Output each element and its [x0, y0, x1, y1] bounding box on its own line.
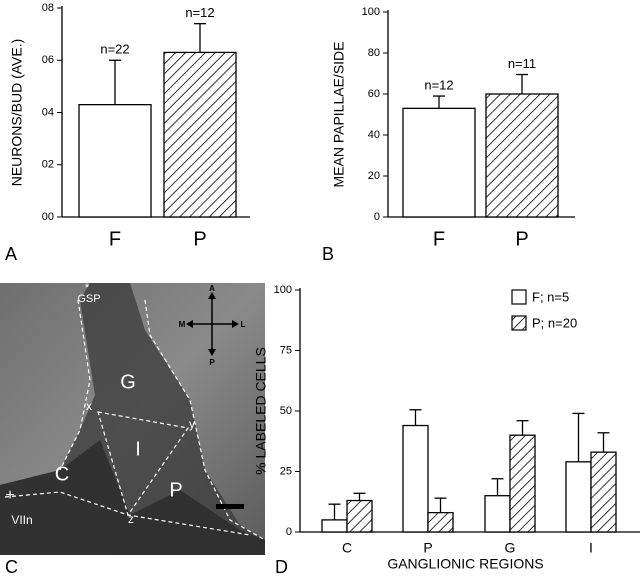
bar: [485, 93, 559, 218]
y-tick-label: 40: [368, 129, 380, 141]
y-tick-label: 25: [280, 465, 292, 477]
image-label: P: [209, 358, 215, 367]
y-tick-label: 04: [42, 106, 54, 118]
y-tick-label: 08: [42, 2, 54, 14]
error-bar: [572, 412, 585, 462]
bar-annotation: n=22: [100, 42, 129, 57]
image-label: C: [55, 463, 69, 485]
image-label: A: [209, 284, 215, 293]
legend-swatch: [511, 289, 527, 305]
error-bar: [597, 432, 610, 453]
error-bar: [328, 503, 341, 520]
bar: [402, 424, 429, 533]
panel-label: C: [5, 557, 18, 575]
error-bar: [409, 409, 422, 426]
bar-annotation: n=11: [508, 56, 536, 71]
bar-annotation: n=12: [185, 5, 214, 20]
x-tick-label: F: [109, 228, 121, 250]
error-bar: [516, 420, 529, 436]
y-tick-label: 80: [368, 47, 380, 59]
bar: [590, 451, 617, 533]
x-tick-label: P: [423, 540, 432, 556]
micrograph: * GSP A M L P G x y I C P z + VIIn: [0, 282, 266, 555]
y-axis-label: % LABELED CELLS: [253, 347, 269, 475]
image-label: M: [179, 320, 186, 329]
error-bar: [194, 23, 206, 53]
bar: [427, 511, 454, 533]
image-label: GSP: [77, 293, 100, 305]
error-bar: [491, 478, 504, 496]
legend-swatch: [511, 315, 527, 331]
image-label: I: [135, 438, 141, 460]
y-tick-label: 0: [374, 211, 380, 223]
x-tick-label: G: [505, 540, 516, 556]
x-tick-label: I: [589, 540, 593, 556]
image-label: G: [120, 371, 136, 393]
panel-label: B: [322, 244, 334, 264]
bar: [163, 51, 237, 218]
bar: [509, 434, 536, 533]
y-tick-label: 100: [274, 284, 292, 296]
image-label: +: [5, 487, 14, 504]
image-label: L: [241, 320, 246, 329]
y-tick-label: 02: [42, 159, 54, 171]
legend-label: P; n=20: [532, 315, 577, 330]
y-tick-label: 50: [280, 405, 292, 417]
image-label: z: [128, 512, 134, 526]
bar: [321, 519, 348, 533]
bar: [565, 461, 592, 533]
image-label: VIIn: [11, 513, 32, 527]
image-label: y: [189, 417, 195, 431]
bar: [78, 104, 152, 218]
bar-annotation: n=12: [424, 77, 453, 92]
error-bar: [516, 73, 528, 94]
x-tick-label: F: [433, 228, 445, 250]
y-tick-label: 0: [286, 526, 292, 538]
y-axis-label: MEAN PAPILLAE/SIDE: [331, 41, 347, 187]
y-axis-label: NEURONS/BUD (AVE.): [9, 39, 25, 187]
y-tick-label: 75: [280, 344, 292, 356]
y-tick-label: 60: [368, 88, 380, 100]
error-bar: [433, 95, 445, 109]
image-label: P: [169, 479, 182, 501]
x-axis-label: GANGLIONIC REGIONS: [387, 556, 543, 572]
error-bar: [434, 497, 447, 513]
x-tick-label: P: [193, 228, 206, 250]
y-tick-label: 100: [362, 6, 380, 18]
panel-label: D: [275, 557, 288, 575]
panel-label: A: [5, 244, 17, 264]
bar: [346, 499, 373, 533]
x-tick-label: C: [342, 540, 352, 556]
legend-label: F; n=5: [532, 289, 569, 304]
error-bar: [353, 492, 366, 501]
y-tick-label: 06: [42, 54, 54, 66]
bar: [402, 107, 476, 218]
error-bar: [109, 59, 121, 105]
y-tick-label: 20: [368, 170, 380, 182]
y-tick-label: 00: [42, 211, 54, 223]
bar: [484, 495, 511, 533]
image-label: *: [85, 282, 90, 294]
x-tick-label: P: [515, 228, 528, 250]
image-label: x: [86, 399, 92, 413]
